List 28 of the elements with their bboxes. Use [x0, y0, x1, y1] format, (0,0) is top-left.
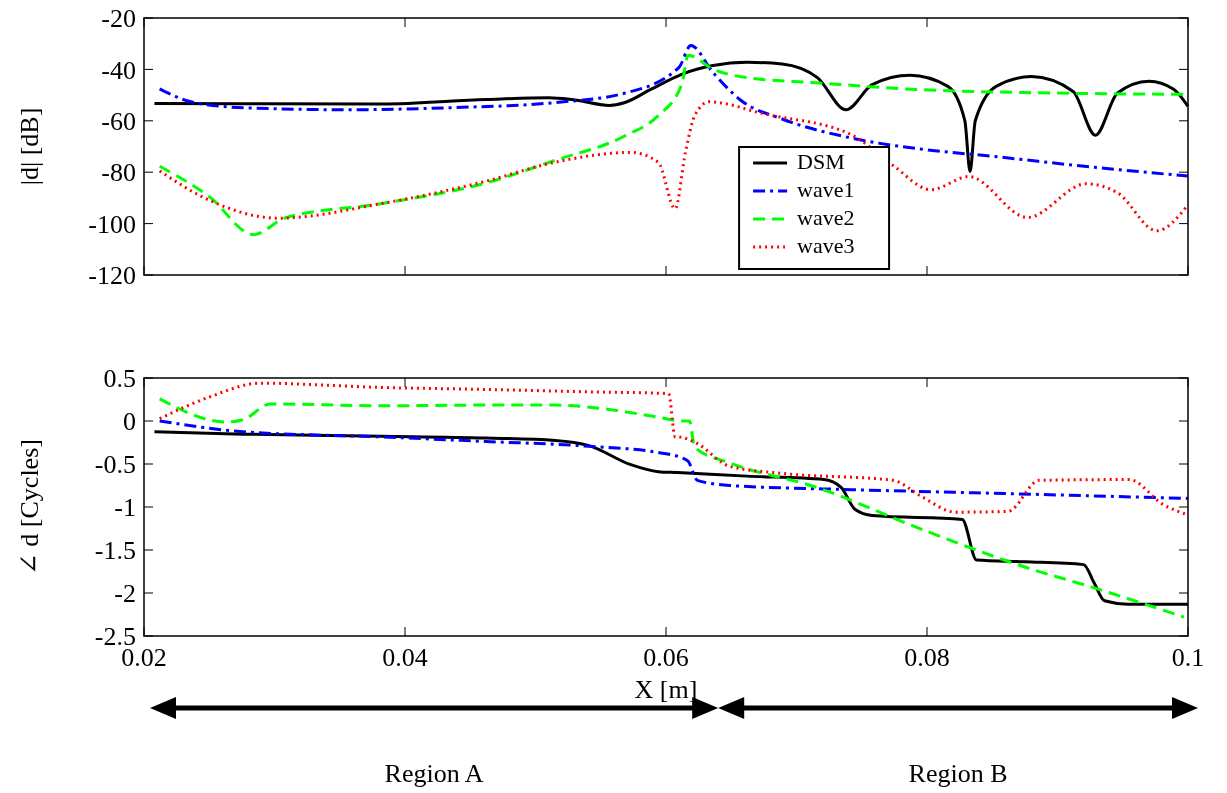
- y-tick-label: 0.5: [103, 364, 136, 394]
- x-tick-label: 0.08: [904, 643, 950, 672]
- x-tick-label: 0.06: [643, 643, 689, 672]
- legend-label: wave2: [797, 205, 855, 230]
- y-tick-label: -80: [101, 158, 136, 188]
- y-tick-label: 0: [123, 407, 136, 437]
- y-tick-label: -20: [101, 4, 136, 34]
- y-tick-label: -40: [101, 55, 136, 85]
- line-series: [158, 44, 1190, 178]
- x-axis-title: X [m]: [634, 675, 698, 704]
- line-series: [158, 397, 1186, 619]
- legend-label: wave3: [797, 233, 855, 258]
- y-tick-label: -2: [114, 579, 136, 609]
- x-tick-label: 0.04: [382, 643, 428, 672]
- y-tick-label: -1.5: [94, 536, 136, 566]
- line-series: [158, 419, 1190, 500]
- y-tick-label: -60: [101, 106, 136, 136]
- y-axis-title: ∠ d [Cycles]: [15, 439, 44, 575]
- legend-label: wave1: [797, 177, 855, 202]
- y-tick-label: -120: [88, 261, 136, 291]
- text: Region A: [384, 759, 484, 788]
- y-tick-label: -0.5: [94, 450, 136, 480]
- y-tick-label: -100: [88, 209, 136, 239]
- y-tick-label: -1: [114, 493, 136, 523]
- x-tick-label: 0.1: [1171, 643, 1205, 672]
- legend-label: DSM: [797, 149, 845, 174]
- text: Region B: [908, 759, 1008, 788]
- y-axis-title: |d| [dB]: [15, 107, 44, 186]
